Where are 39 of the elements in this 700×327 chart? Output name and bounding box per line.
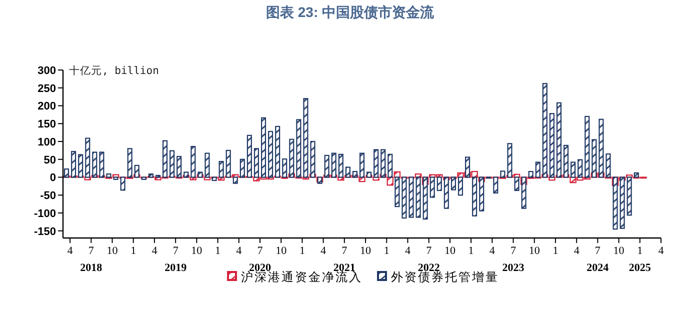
x-tick-label: 10: [528, 245, 540, 257]
x-tick-label: 4: [404, 245, 411, 257]
y-axis-title: 十亿元, billion: [69, 64, 159, 77]
x-tick-label: 4: [152, 245, 158, 257]
legend-label: 外资债券托管增量: [391, 270, 499, 284]
x-tick-label: 4: [320, 245, 327, 257]
y-tick-label: 0: [50, 172, 56, 184]
x-tick-label: 10: [444, 245, 456, 257]
x-tick-label: 4: [67, 245, 74, 257]
x-tick-label: 1 2025: [628, 245, 652, 274]
y-tick-label: 250: [38, 82, 56, 95]
x-tick-label: 4: [489, 245, 496, 257]
y-tick-label: 50: [44, 154, 56, 166]
x-tick-label: 7 2024: [586, 245, 610, 274]
x-tick-label: 10: [106, 245, 118, 257]
x-tick-label: 1: [130, 245, 136, 257]
y-tick-label: 100: [38, 136, 56, 148]
x-tick-label: 10: [191, 245, 203, 257]
x-tick-label: 7 2023: [502, 245, 525, 274]
y-tick-label: -50: [40, 190, 56, 202]
x-tick-label: 10: [276, 245, 288, 257]
y-tick-label: -100: [34, 208, 56, 220]
x-tick-label: 10: [360, 245, 372, 257]
x-tick-label: 1: [299, 245, 305, 257]
x-tick-label: 1: [468, 245, 474, 257]
y-tick-label: 150: [38, 118, 56, 131]
chart-title: 图表 23: 中国股债市资金流: [266, 4, 436, 20]
y-tick-label: 300: [38, 65, 56, 77]
x-tick-label: 1: [552, 245, 558, 257]
x-tick-label: 4: [574, 245, 580, 257]
x-tick-label: 4: [658, 245, 664, 257]
x-tick-label: 1: [215, 245, 221, 257]
x-tick-label: 7 2019: [164, 245, 188, 274]
x-tick-label: 1: [384, 245, 390, 257]
y-tick-label: -150: [34, 226, 56, 238]
x-tick-label: 10: [613, 245, 625, 257]
x-tick-label: 4: [236, 245, 242, 257]
x-tick-label: 7 2018: [80, 245, 103, 274]
y-tick-label: 200: [38, 100, 56, 113]
